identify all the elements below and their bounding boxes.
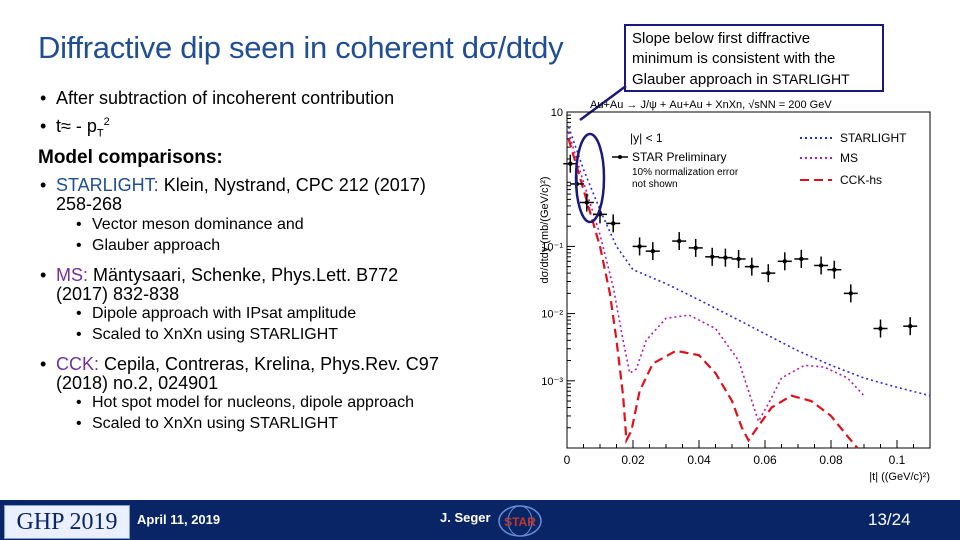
data-point — [611, 221, 616, 226]
data-point — [736, 256, 741, 262]
x-axis-label: |t| ((GeV/c)²) — [869, 471, 930, 483]
data-point — [832, 267, 837, 272]
y-tick-label-top: 10 — [551, 107, 563, 119]
bullet-cck: • CCK: Cepila, Contreras, Krelina, Phys.R… — [40, 354, 439, 374]
y-tick-label: 10⁻² — [541, 309, 563, 321]
bullet-ms-ref2: (2017) 832-838 — [56, 284, 180, 304]
legend-note-2: not shown — [632, 179, 678, 190]
x-tick-label: 0.04 — [687, 453, 711, 467]
chart-top-label: Au+Au → J/ψ + Au+Au + XnXn, √sNN = 200 G… — [590, 99, 832, 111]
y-axis-label: dσ/dtdy (mb/(GeV/c)²) — [539, 176, 551, 283]
data-point — [637, 244, 642, 249]
bullet-starlight: • STARLIGHT: Klein, Nystrand, CPC 212 (20… — [40, 175, 426, 195]
data-point — [710, 254, 715, 260]
bullet-starlight-ref2: 258-268 — [56, 194, 123, 214]
legend-data-label: STAR Preliminary — [632, 150, 726, 164]
bullet-subtraction: • After subtraction of incoherent contrib… — [40, 88, 395, 108]
y-tick-label: 10⁻³ — [541, 376, 563, 388]
highlight-ellipse — [574, 132, 606, 224]
legend-data-dot — [618, 155, 622, 159]
series-line-ms — [567, 131, 865, 424]
data-point — [848, 291, 853, 296]
sub-ms-2: • Scaled to XnXn using STARLIGHT — [76, 326, 339, 343]
x-tick-label: 0.06 — [753, 453, 777, 467]
data-point — [766, 270, 771, 276]
series-line-starlight — [567, 126, 931, 397]
model-comparisons-heading: Model comparisons: — [38, 147, 223, 168]
data-point — [782, 259, 787, 264]
callout-line-3: Glauber approach in STARLIGHT — [632, 71, 850, 88]
conference-logo: GHP 2019 — [4, 505, 130, 539]
plot-frame — [566, 111, 931, 449]
data-point — [908, 323, 913, 329]
star-logo-text: STAR — [504, 515, 536, 529]
sub-starlight-1: • Vector meson dominance and — [76, 216, 304, 233]
data-point — [818, 263, 824, 268]
bullet-ms: • MS: Mäntysaari, Schenke, Phys.Lett. B77… — [40, 265, 399, 285]
sub-ms-1: • Dipole approach with IPsat amplitude — [76, 305, 357, 322]
footer-bar — [0, 500, 960, 540]
x-tick-label: 0 — [564, 453, 571, 467]
data-point — [878, 326, 883, 331]
sub-cck-2: • Scaled to XnXn using STARLIGHT — [76, 415, 339, 432]
x-tick-label: 0.1 — [889, 453, 906, 467]
data-point — [584, 200, 589, 205]
x-tick-label: 0.08 — [819, 453, 843, 467]
legend-note-1: 10% normalization error — [632, 167, 739, 178]
bullet-t-relation: • t≈ - pT2 — [40, 116, 110, 140]
data-point — [693, 245, 698, 251]
sub-cck-1: • Hot spot model for nucleons, dipole app… — [76, 394, 414, 411]
data-point — [799, 256, 804, 262]
x-tick-label: 0.02 — [621, 453, 645, 467]
data-point — [677, 238, 682, 244]
callout-line-2: minimum is consistent with the — [632, 50, 836, 67]
sub-starlight-2: • Glauber approach — [76, 237, 221, 254]
bullet-cck-ref2: (2018) no.2, 024901 — [56, 373, 219, 393]
data-point — [723, 255, 728, 260]
series-line-cck-hs — [567, 138, 859, 449]
footer-date: April 11, 2019 — [137, 512, 221, 527]
data-point — [749, 264, 754, 269]
legend-label-starlight: STARLIGHT — [840, 131, 907, 145]
page-number: 13/24 — [868, 510, 911, 529]
data-point — [568, 161, 573, 166]
data-point — [650, 248, 655, 254]
legend-label-ms: MS — [840, 151, 858, 165]
footer-author: J. Seger — [440, 510, 491, 525]
slide-title: Diffractive dip seen in coherent dσ/dtdy — [38, 30, 564, 65]
slope-callout-box: Slope below first diffractive minimum is… — [624, 24, 884, 92]
y-tick-label: 10⁻¹ — [541, 241, 563, 253]
callout-line-1: Slope below first diffractive — [632, 30, 811, 47]
legend-label-cck-hs: CCK-hs — [840, 173, 882, 187]
legend-cut: |y| < 1 — [630, 131, 663, 145]
star-logo-icon: STAR — [498, 505, 542, 537]
